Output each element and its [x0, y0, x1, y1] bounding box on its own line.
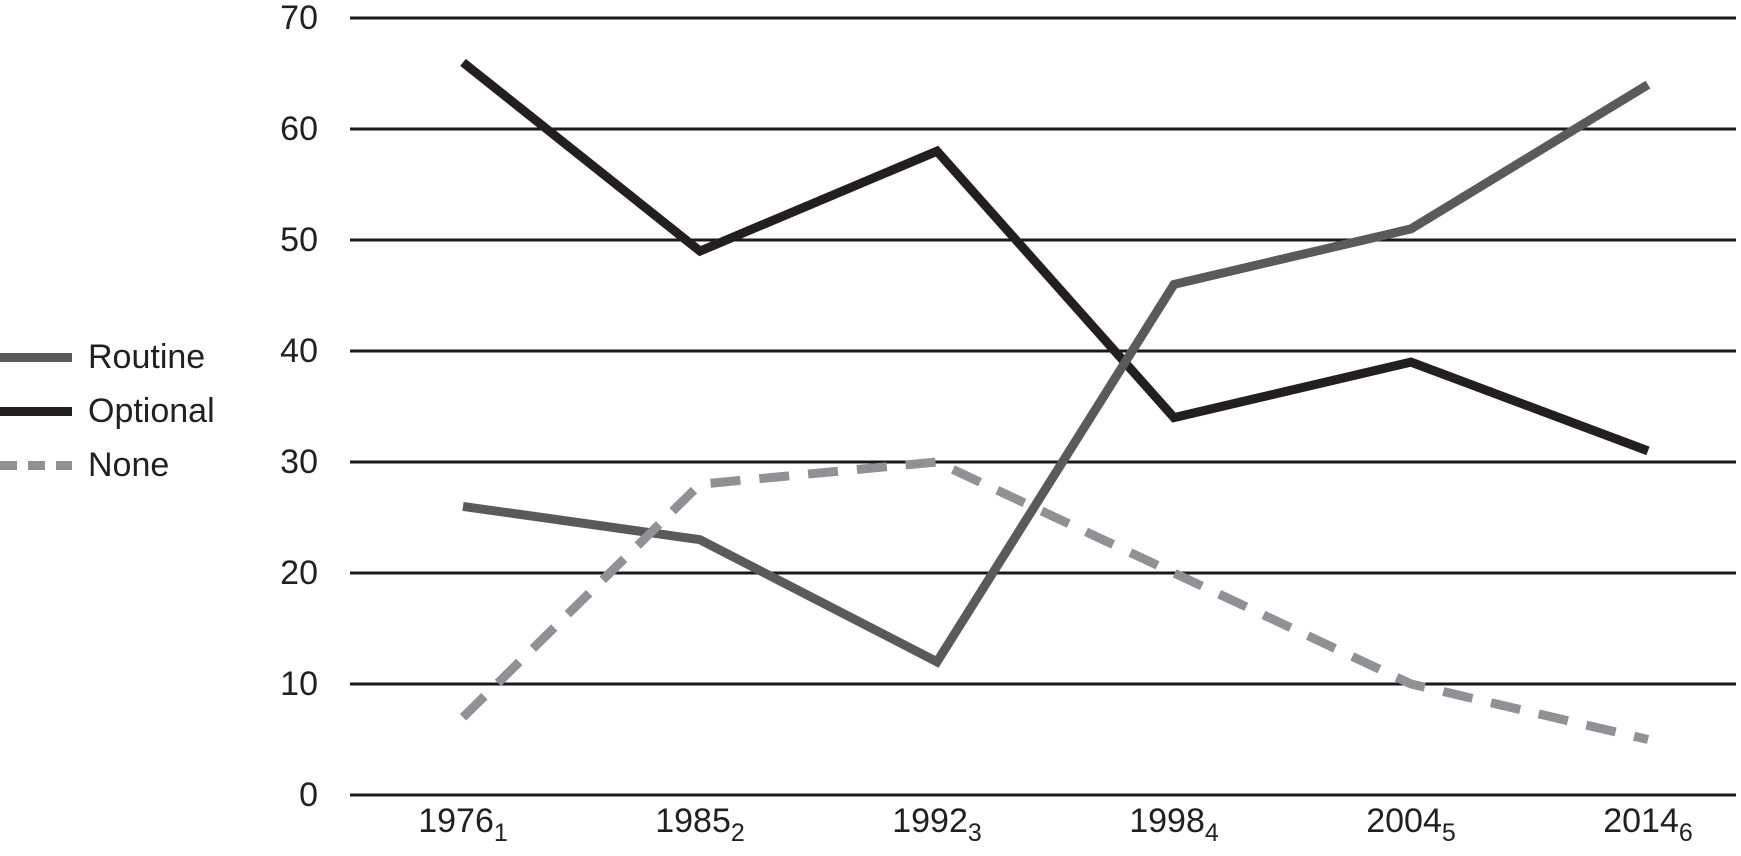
legend-item-none: None	[0, 448, 215, 482]
x-tick-label-2014: 20146	[1603, 802, 1693, 847]
series-line-routine	[462, 80, 1651, 668]
optional-line-swatch-icon	[0, 406, 72, 416]
x-tick-label-1976: 19761	[418, 802, 508, 847]
routine-line-swatch-icon	[0, 352, 72, 362]
y-tick-label-70: 70	[280, 0, 318, 37]
y-tick-label-50: 50	[280, 221, 318, 259]
y-tick-label-40: 40	[280, 332, 318, 370]
x-tick-label-1992: 19923	[892, 802, 982, 847]
series-line-none	[459, 457, 1650, 744]
x-tick-label-2004: 20045	[1366, 802, 1456, 847]
y-tick-label-30: 30	[280, 443, 318, 481]
legend-label-none: None	[88, 446, 170, 484]
none-line-swatch-icon	[0, 460, 72, 470]
y-tick-label-0: 0	[299, 776, 318, 814]
legend-label-routine: Routine	[88, 338, 206, 376]
legend-item-routine: Routine	[0, 340, 215, 374]
y-tick-label-20: 20	[280, 554, 318, 592]
legend-label-optional: Optional	[88, 392, 215, 430]
x-tick-label-1998: 19984	[1129, 802, 1219, 847]
x-tick-label-1985: 19852	[655, 802, 745, 847]
series-line-optional	[460, 58, 1650, 456]
legend-item-optional: Optional	[0, 394, 215, 428]
y-tick-label-10: 10	[280, 665, 318, 703]
y-tick-label-60: 60	[280, 110, 318, 148]
chart-legend: Routine Optional None	[0, 340, 215, 482]
